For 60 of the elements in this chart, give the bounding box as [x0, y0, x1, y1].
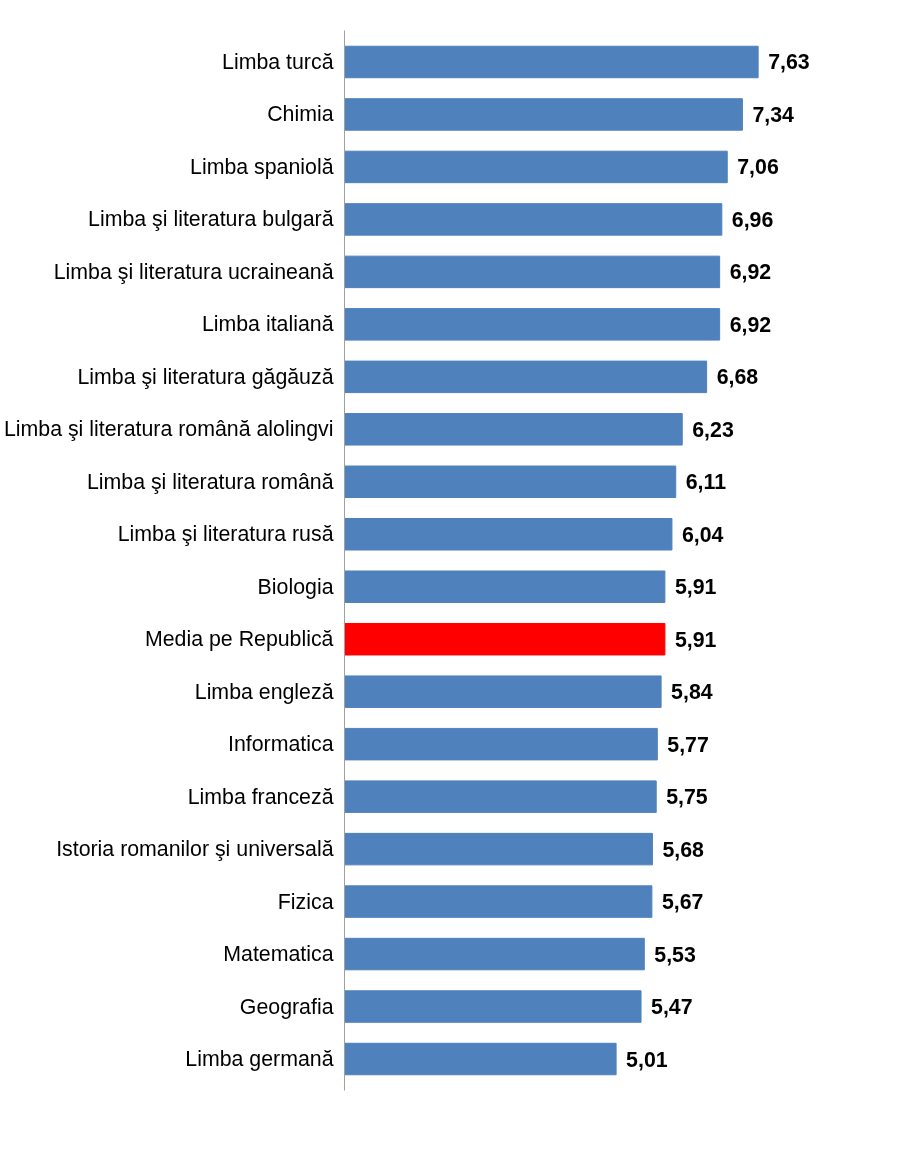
bar	[344, 150, 728, 184]
bar	[344, 203, 723, 236]
bar	[344, 832, 653, 866]
y-tick-label: Limba spaniolă	[190, 154, 334, 179]
y-tick-label: Informatica	[228, 732, 334, 757]
y-tick-label: Limba engleză	[194, 679, 334, 704]
data-label: 6,92	[729, 260, 772, 285]
y-tick-label: Limba turcă	[222, 49, 334, 74]
data-label: 5,77	[667, 732, 709, 757]
y-tick-label: Limba italiană	[201, 312, 334, 337]
bar	[344, 45, 759, 79]
data-label: 5,68	[662, 837, 705, 862]
bar	[344, 308, 721, 341]
y-tick-label: Biologia	[257, 574, 334, 599]
data-label: 7,34	[752, 102, 795, 127]
bar	[344, 98, 743, 131]
y-tick-label: Fizica	[277, 889, 334, 914]
bar	[344, 360, 708, 394]
y-tick-label: Limba germană	[185, 1047, 334, 1072]
bar	[344, 885, 653, 918]
bar	[344, 780, 657, 813]
bar	[344, 622, 666, 656]
bar	[344, 1042, 617, 1076]
y-tick-label: Geografia	[239, 994, 334, 1019]
y-tick-label: Media pe Republică	[144, 627, 334, 652]
data-label: 7,06	[737, 155, 779, 180]
data-label: 5,53	[654, 942, 696, 967]
bar	[344, 465, 677, 499]
data-label: 5,67	[661, 890, 704, 915]
y-tick-label: Limba şi literatura română	[86, 469, 334, 494]
data-label: 5,47	[651, 995, 693, 1020]
y-tick-label: Limba şi literatura bulgară	[88, 207, 334, 232]
data-label: 5,01	[626, 1047, 668, 1072]
data-label: 5,91	[674, 575, 717, 600]
y-tick-label: Limba şi literatura română alolingvi	[3, 417, 334, 442]
bar	[344, 570, 666, 603]
data-label: 5,84	[671, 680, 713, 705]
data-label: 6,23	[692, 417, 734, 442]
bar	[344, 518, 673, 551]
data-label: 6,92	[729, 312, 772, 337]
bar	[344, 413, 683, 446]
y-tick-label: Limba şi literatura rusă	[117, 522, 334, 547]
y-tick-label: Limba şi literatura găgăuză	[77, 364, 334, 389]
y-tick-label: Limba şi literatura ucraineană	[53, 259, 334, 284]
data-label: 6,04	[681, 522, 724, 547]
y-tick-label: Matematica	[223, 942, 334, 967]
data-label: 6,11	[685, 470, 727, 495]
data-label: 5,91	[674, 627, 717, 652]
bar	[344, 937, 645, 971]
data-label: 6,68	[716, 365, 759, 390]
bar	[344, 255, 721, 289]
data-label: 7,63	[768, 50, 810, 75]
data-label: 6,96	[731, 207, 774, 232]
data-label: 5,75	[666, 785, 708, 810]
bar	[344, 675, 662, 708]
y-tick-label: Limba franceză	[187, 784, 334, 809]
bar	[344, 990, 642, 1023]
y-tick-label: Istoria romanilor şi universală	[56, 837, 334, 862]
y-tick-label: Chimia	[267, 102, 334, 127]
bar	[344, 727, 658, 761]
